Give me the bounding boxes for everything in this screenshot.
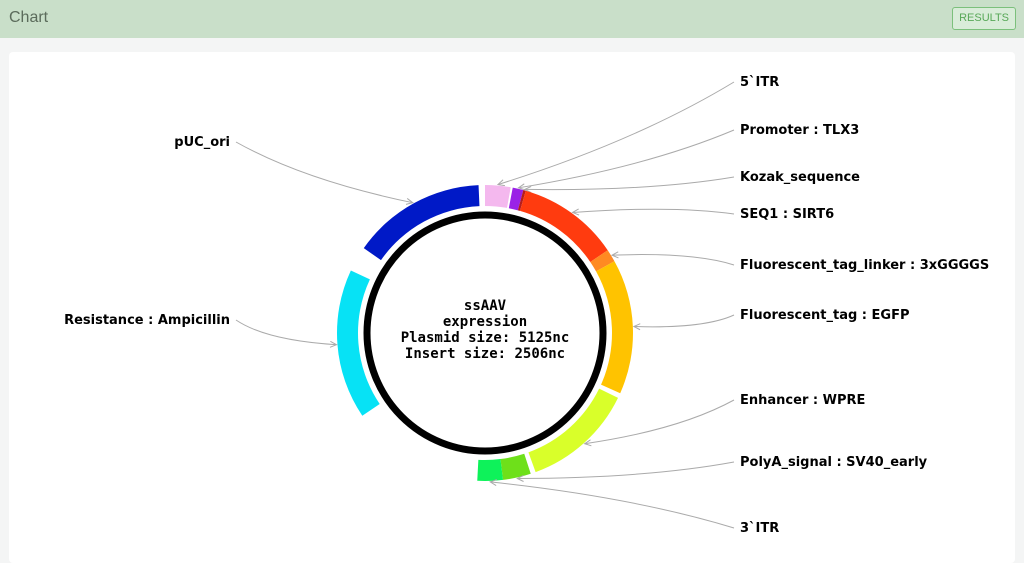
leader-arrow-puc-ori: [405, 198, 414, 205]
feature-arc-fluorescent-tag-linker-3xggggs[interactable]: [590, 250, 615, 272]
feature-label-promoter-tlx3: Promoter : TLX3: [740, 123, 859, 138]
center-text-line: Insert size: 2506nc: [405, 346, 565, 362]
leader-arrow-fluorescent-tag-egfp: [632, 323, 641, 331]
leader-arrow-resistance-ampicillin: [329, 340, 338, 348]
leader-arrow-fluorescent-tag-linker-3xggggs: [610, 251, 619, 259]
feature-arc-promoter-tlx3[interactable]: [508, 187, 524, 211]
feature-puc-ori[interactable]: pUC_ori: [174, 135, 480, 261]
feature-label-puc-ori: pUC_ori: [174, 135, 230, 150]
feature-3-itr[interactable]: 3`ITR: [477, 459, 779, 536]
leader-line-kozak-sequence: [524, 176, 735, 191]
leader-line-fluorescent-tag-linker-3xggggs: [612, 254, 735, 266]
results-button[interactable]: RESULTS: [952, 7, 1016, 30]
feature-arc-seq1-sirt6[interactable]: [520, 190, 608, 262]
leader-line-enhancer-wpre: [584, 399, 735, 445]
leader-line-seq1-sirt6: [572, 208, 735, 215]
leader-arrow-enhancer-wpre: [583, 439, 592, 447]
leader-line-polya-signal-sv40-early: [517, 461, 735, 479]
feature-fluorescent-tag-linker-3xggggs[interactable]: Fluorescent_tag_linker : 3xGGGGS: [590, 250, 989, 273]
feature-kozak-sequence[interactable]: Kozak_sequence: [517, 170, 860, 211]
leader-line-promoter-tlx3: [518, 129, 735, 189]
chart-panel: 5`ITR Promoter : TLX3 Kozak_sequence SEQ1 :…: [9, 52, 1015, 563]
center-text-line: expression: [443, 314, 527, 330]
feature-label-enhancer-wpre: Enhancer : WPRE: [740, 393, 865, 408]
feature-arc-5-itr[interactable]: [485, 185, 511, 208]
feature-promoter-tlx3[interactable]: Promoter : TLX3: [508, 123, 859, 211]
feature-polya-signal-sv40-early[interactable]: PolyA_signal : SV40_early: [500, 453, 928, 482]
feature-arc-fluorescent-tag-egfp[interactable]: [596, 261, 633, 394]
feature-label-fluorescent-tag-linker-3xggggs: Fluorescent_tag_linker : 3xGGGGS: [740, 258, 989, 273]
feature-label-fluorescent-tag-egfp: Fluorescent_tag : EGFP: [740, 308, 909, 323]
feature-arc-puc-ori[interactable]: [363, 185, 480, 261]
plasmid-map: 5`ITR Promoter : TLX3 Kozak_sequence SEQ1 :…: [64, 75, 989, 536]
feature-label-polya-signal-sv40-early: PolyA_signal : SV40_early: [740, 455, 928, 470]
feature-label-seq1-sirt6: SEQ1 : SIRT6: [740, 207, 834, 222]
leader-arrow-polya-signal-sv40-early: [516, 474, 524, 482]
feature-arc-polya-signal-sv40-early[interactable]: [500, 453, 531, 480]
leader-line-fluorescent-tag-egfp: [633, 314, 735, 328]
leader-line-5-itr: [497, 81, 735, 186]
leader-arrow-5-itr: [496, 179, 505, 187]
feature-label-3-itr: 3`ITR: [740, 521, 779, 536]
feature-fluorescent-tag-egfp[interactable]: Fluorescent_tag : EGFP: [596, 261, 909, 394]
leader-arrow-promoter-tlx3: [517, 183, 526, 191]
leader-arrow-3-itr: [489, 479, 497, 487]
feature-5-itr[interactable]: 5`ITR: [485, 75, 779, 208]
feature-arc-3-itr[interactable]: [477, 459, 504, 481]
feature-seq1-sirt6[interactable]: SEQ1 : SIRT6: [520, 190, 834, 262]
plasmid-backbone: [363, 211, 607, 455]
leader-line-puc-ori: [235, 141, 413, 204]
center-text-line: Plasmid size: 5125nc: [401, 330, 570, 346]
leader-line-3-itr: [490, 481, 735, 529]
feature-label-kozak-sequence: Kozak_sequence: [740, 170, 860, 185]
feature-arc-kozak-sequence[interactable]: [517, 190, 526, 211]
feature-resistance-ampicillin[interactable]: Resistance : Ampicillin: [64, 270, 380, 416]
leader-line-resistance-ampicillin: [235, 319, 337, 346]
center-text-line: ssAAV: [464, 298, 507, 314]
leader-arrow-kozak-sequence: [523, 186, 532, 194]
chart-header: Chart RESULTS: [0, 0, 1024, 38]
feature-arc-enhancer-wpre[interactable]: [528, 388, 619, 473]
feature-arc-resistance-ampicillin[interactable]: [337, 270, 380, 416]
feature-enhancer-wpre[interactable]: Enhancer : WPRE: [528, 388, 865, 473]
leader-arrow-seq1-sirt6: [571, 208, 580, 216]
header-title: Chart: [9, 9, 49, 26]
feature-label-resistance-ampicillin: Resistance : Ampicillin: [64, 313, 230, 328]
feature-label-5-itr: 5`ITR: [740, 75, 779, 90]
